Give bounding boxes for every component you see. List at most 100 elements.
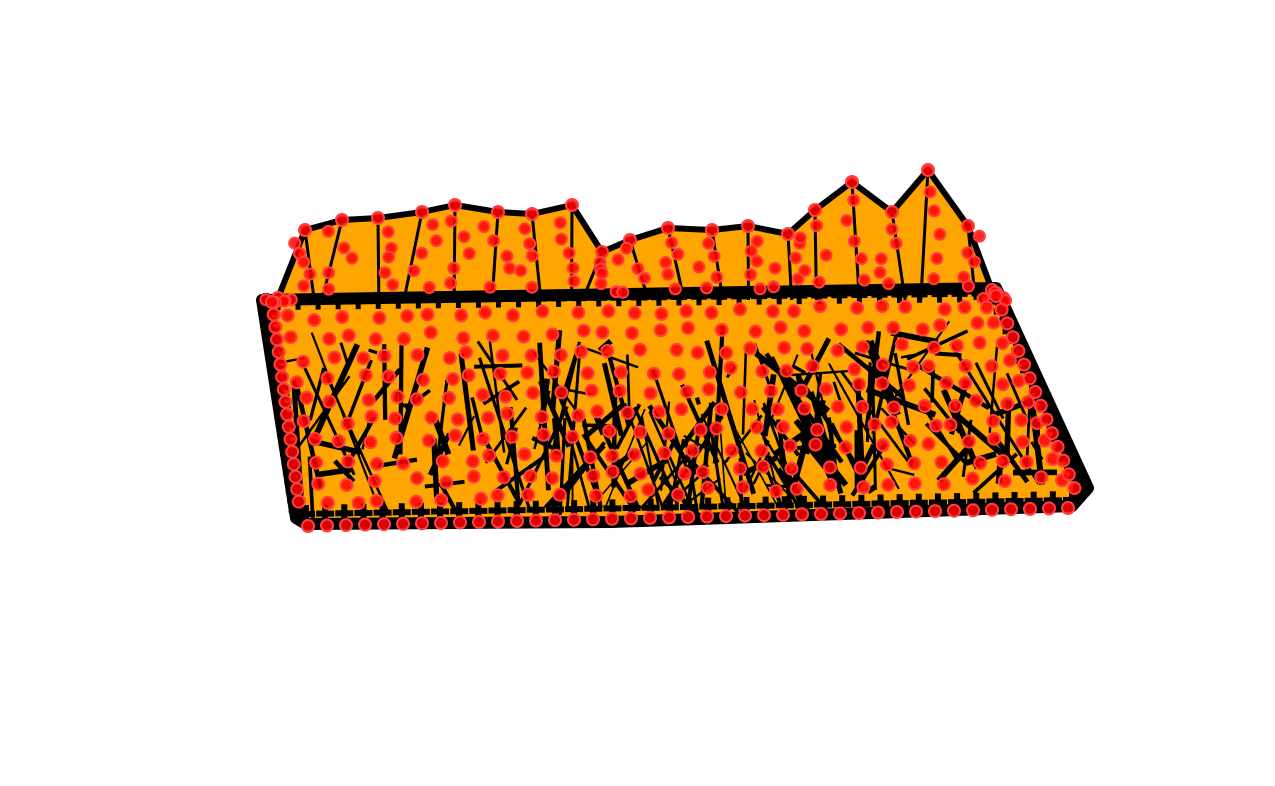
mesh-node [461,368,476,383]
mesh-node [520,365,535,380]
boundary-plus-marker [630,289,647,306]
mesh-edge [786,233,794,301]
mesh-node [454,308,469,323]
mesh-node [810,219,824,233]
mesh-node [364,409,379,424]
mesh-node [967,255,981,269]
mesh-node [701,382,716,397]
mesh-node [590,404,605,419]
mesh-node [750,234,764,248]
mesh-node [565,198,579,212]
mesh-node [756,459,770,474]
mesh-node [546,364,561,379]
mesh-node [692,260,706,274]
mesh-node [1033,398,1048,413]
mesh-node [995,336,1010,351]
mesh-node [972,229,986,243]
mesh-node [885,222,899,236]
mesh-node [986,414,1001,428]
mesh-node [335,213,349,227]
mesh-edge [402,211,424,301]
mesh-node [371,211,385,225]
mesh-node [1017,357,1031,372]
mesh-node [477,220,491,234]
mesh-node [424,410,439,425]
mesh-edge [488,339,506,453]
mesh-node [322,282,336,296]
mesh-node [457,230,471,244]
mesh-edge [1028,394,1045,485]
boundary-plus-marker [771,288,788,305]
mesh-node [812,275,826,289]
boundary-plus-marker [931,286,948,303]
mesh-node [814,506,828,521]
mesh-node [549,448,564,463]
mesh-node [873,266,887,279]
mesh-node [886,320,901,335]
mesh-node [874,252,888,266]
mesh-node [970,316,985,330]
mesh-node [789,251,803,265]
mesh-node [889,236,903,250]
mesh-node [584,383,599,398]
mesh-edge [1005,372,1028,418]
mesh-node [1011,343,1026,358]
mesh-node [554,385,569,400]
mesh-node [744,268,758,282]
mesh-node [652,405,667,419]
mesh-node [545,471,560,486]
mesh-node [927,340,941,355]
mesh-node [800,341,815,356]
mesh-node [875,299,890,314]
mesh-edge [303,229,316,301]
mesh-node [447,261,461,275]
mesh-node [275,369,290,384]
mesh-node [961,219,975,233]
mesh-node [1056,453,1071,468]
mesh-node [298,223,312,237]
mesh-node [871,505,885,520]
mesh-node [856,480,871,495]
mesh-node [435,454,450,469]
mesh-node [409,494,424,509]
mesh-node [662,510,676,525]
mesh-edge [376,217,381,301]
mesh-node [472,515,486,529]
mesh-node [661,267,675,281]
mesh-node [327,350,342,365]
boundary-plus-marker [891,287,908,304]
mesh-node [307,313,322,327]
mesh-node [351,496,366,510]
mesh-node [845,175,859,189]
boundary-plus-marker [711,289,728,306]
mesh-node [794,383,809,398]
mesh-node [923,185,937,199]
mesh-node [523,237,537,251]
mesh-node [377,517,391,532]
mesh-node [1067,481,1082,496]
mesh-node [1034,470,1049,485]
boundary-plus-marker [390,292,407,309]
mesh-node [291,494,306,509]
boundary-plus-marker [550,290,567,307]
mesh-node [641,482,656,497]
mesh-node [466,469,481,484]
mesh-node [1039,412,1054,427]
mesh-node [1019,455,1034,470]
mesh-node [834,322,849,337]
mesh-node [753,282,767,296]
mesh-node [567,512,581,527]
mesh-edge [626,457,670,486]
mesh-node [500,406,515,421]
mesh-node [416,372,431,387]
mesh-node [510,514,524,528]
mesh-node [465,454,480,469]
mesh-node [943,417,958,432]
mesh-node [985,502,999,517]
mesh-node [339,478,354,493]
mesh-node [745,402,759,417]
mesh-node [356,351,371,366]
mesh-edge [648,410,693,508]
mesh-node [525,280,539,294]
